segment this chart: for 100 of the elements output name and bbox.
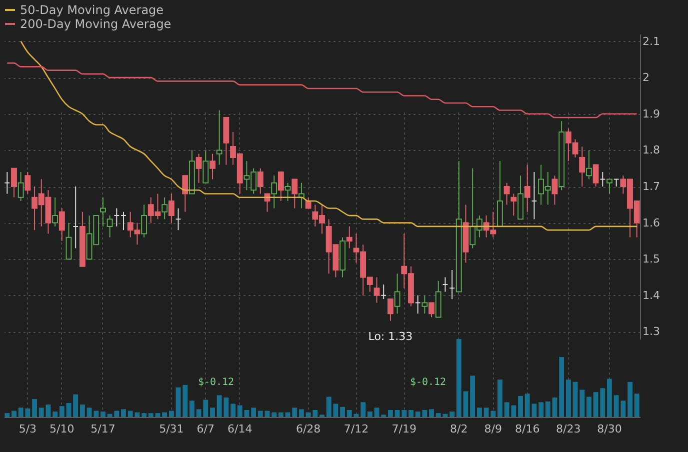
line-series: [6, 62, 638, 118]
bar: [258, 410, 263, 417]
y-tick-label: 2: [642, 71, 650, 84]
x-tick-label: 6/14: [228, 422, 252, 436]
bar: [182, 385, 188, 417]
bar: [559, 356, 564, 417]
bar: [251, 408, 256, 417]
bar: [586, 396, 592, 417]
bar: [607, 378, 612, 417]
bar: [484, 408, 489, 417]
candlestick: [305, 196, 312, 209]
y-tick-label: 1.9: [642, 107, 660, 120]
annotation: $-0.12: [410, 377, 446, 388]
candlestick: [606, 178, 612, 194]
candlestick: [100, 196, 106, 227]
candlestick: [592, 164, 599, 187]
bar: [189, 400, 194, 417]
annotation: Lo: 1.33: [368, 330, 413, 343]
x-tick-label: 6/7: [196, 422, 214, 436]
bar: [12, 410, 16, 417]
bar: [566, 380, 571, 417]
candlestick: [414, 294, 421, 314]
bar: [490, 410, 496, 417]
legend-label: 200-Day Moving Average: [20, 17, 172, 31]
candlestick: [510, 193, 517, 216]
bar: [148, 413, 154, 417]
candlestick: [168, 193, 174, 224]
candlestick: [106, 215, 113, 238]
candlestick: [11, 168, 17, 198]
bar: [272, 412, 277, 417]
candlestick: [196, 153, 202, 184]
candlestick: [66, 222, 72, 260]
bar: [142, 413, 147, 417]
candlestick: [175, 208, 182, 231]
bar: [176, 387, 181, 417]
bar: [73, 394, 78, 417]
bar: [52, 412, 58, 417]
bar: [628, 382, 632, 417]
bar: [292, 408, 298, 417]
y-tick-label: 1.4: [642, 288, 660, 302]
candlestick: [524, 164, 530, 212]
candlestick: [380, 284, 387, 300]
candlestick: [579, 146, 586, 187]
candlestick: [284, 182, 291, 202]
bar: [299, 409, 304, 417]
candlestick: [210, 153, 216, 180]
x-tick-label: 5/17: [90, 422, 116, 436]
bar: [46, 404, 51, 417]
x-tick-label: 6/28: [296, 422, 321, 436]
bar: [94, 410, 99, 417]
bar: [32, 399, 37, 417]
bar: [593, 392, 598, 417]
candlestick: [374, 276, 380, 304]
candlestick: [162, 196, 168, 220]
bar: [155, 413, 160, 417]
bar: [518, 396, 523, 417]
bar: [100, 412, 106, 417]
candlestick: [58, 208, 65, 242]
bar: [497, 380, 502, 417]
candlestick: [428, 302, 434, 318]
candlestick: [600, 171, 606, 187]
candlestick: [4, 171, 10, 194]
bar: [162, 412, 168, 417]
x-tick-label: 8/2: [450, 422, 468, 436]
x-tick-label: 8/30: [597, 422, 622, 436]
bar: [538, 402, 544, 417]
bar: [346, 410, 352, 417]
candlestick: [114, 208, 120, 227]
y-tick-label: 1.7: [642, 180, 660, 193]
x-tick-label: 7/12: [344, 422, 369, 436]
candlestick: [346, 226, 352, 249]
candlestick: [18, 171, 24, 202]
candlestick: [182, 175, 188, 212]
candlestick: [504, 182, 510, 206]
x-tick-label: 7/19: [392, 422, 416, 436]
candlestick: [613, 178, 620, 187]
x-tick-label: 5/3: [18, 422, 37, 436]
candlestick: [394, 273, 400, 314]
bar: [230, 404, 236, 417]
x-tick-label: 8/23: [556, 422, 581, 436]
bar: [38, 408, 44, 417]
candlestick: [586, 150, 592, 180]
candlestick: [52, 196, 58, 227]
bar: [552, 398, 558, 417]
x-tick-label: 8/9: [484, 422, 502, 436]
bar: [450, 412, 455, 417]
candlestick: [387, 298, 394, 322]
x-tick-label: 5/31: [159, 422, 184, 436]
bar: [367, 412, 372, 417]
annotation: $-0.12: [198, 377, 234, 388]
bar: [456, 339, 462, 417]
bar: [429, 409, 434, 417]
candlestick: [257, 168, 264, 194]
y-tick-label: 1.5: [642, 252, 660, 266]
bar: [600, 388, 606, 417]
bar: [470, 376, 476, 417]
bar: [59, 406, 64, 417]
bar: [80, 404, 85, 417]
y-tick-label: 1.6: [642, 216, 660, 230]
bar: [278, 412, 284, 417]
